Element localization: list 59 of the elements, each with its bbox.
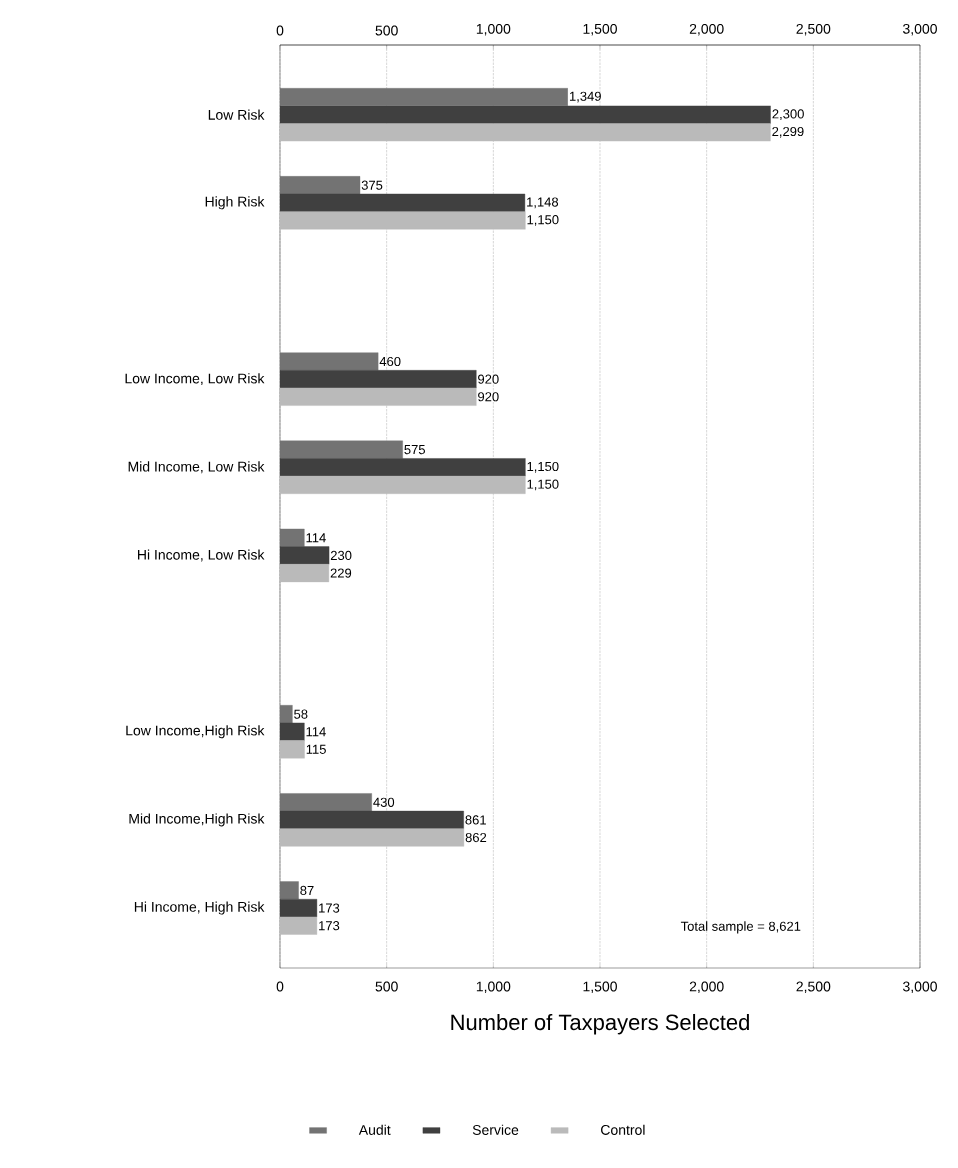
x2-tick-label: 500 <box>375 25 398 36</box>
bar <box>280 899 318 918</box>
x2-tick-label: 0 <box>276 25 284 36</box>
data-label: 862 <box>465 832 487 843</box>
x-axis-title: Number of Taxpayers Selected <box>451 1013 749 1035</box>
legend-label: Service <box>472 1124 519 1135</box>
data-label: 1,349 <box>569 91 601 103</box>
x-tick-label: 500 <box>375 981 398 992</box>
bar <box>280 105 771 124</box>
data-label: 1,150 <box>527 479 559 491</box>
data-label: 861 <box>465 815 486 825</box>
data-label: 173 <box>319 921 340 931</box>
data-label: 58 <box>294 709 308 719</box>
bar <box>280 370 477 389</box>
y-tick-label: Hi Income, Low Risk <box>138 549 265 562</box>
x-tick-label: 2,500 <box>796 981 831 994</box>
x-tick-label: 0 <box>276 981 284 992</box>
y-tick-label: Low Risk <box>208 109 265 120</box>
data-label: 1,150 <box>527 215 559 226</box>
legend-label: Audit <box>358 1124 391 1135</box>
data-label: 114 <box>306 533 326 543</box>
data-label: 114 <box>306 727 326 737</box>
x2-tick-label: 1,000 <box>476 23 511 36</box>
y-tick-label: High Risk <box>205 196 265 210</box>
data-label: 115 <box>306 744 326 754</box>
y-tick-label: Hi Income, High Risk <box>134 901 265 915</box>
annotation: Total sample = 8,621 <box>680 921 801 934</box>
legend-label: Control <box>601 1124 645 1135</box>
data-label: 229 <box>330 568 352 578</box>
x2-tick-label: 1,500 <box>583 23 617 36</box>
data-label: 920 <box>478 392 499 402</box>
data-label: 1,148 <box>527 197 559 209</box>
data-label: 375 <box>361 180 383 190</box>
x-tick-label: 3,000 <box>903 981 937 994</box>
x-tick-label: 2,000 <box>689 981 724 994</box>
data-label: 920 <box>478 374 499 384</box>
data-label: 230 <box>330 550 352 561</box>
bar <box>280 546 330 565</box>
y-tick-label: Mid Income, Low Risk <box>128 461 265 474</box>
x2-tick-label: 2,000 <box>689 23 724 36</box>
bar <box>280 810 464 829</box>
bar <box>280 458 526 477</box>
data-label: 1,150 <box>527 461 559 473</box>
x2-tick-label: 2,500 <box>796 23 831 36</box>
data-label: 2,300 <box>772 109 804 121</box>
y-tick-label: Low Income, Low Risk <box>125 373 265 386</box>
y-tick-label: Low Income,High Risk <box>126 725 265 739</box>
data-label: 430 <box>373 797 395 807</box>
bar <box>280 193 526 212</box>
data-label: 575 <box>404 445 425 455</box>
bar <box>280 722 305 741</box>
data-label: 460 <box>379 356 401 367</box>
x-tick-label: 1,000 <box>476 981 511 994</box>
data-label: 2,299 <box>772 126 804 138</box>
y-tick-label: Mid Income,High Risk <box>129 813 265 827</box>
data-label: 173 <box>319 903 340 913</box>
x2-tick-label: 3,000 <box>903 23 937 36</box>
x-tick-label: 1,500 <box>583 981 617 994</box>
data-label: 87 <box>300 885 314 896</box>
